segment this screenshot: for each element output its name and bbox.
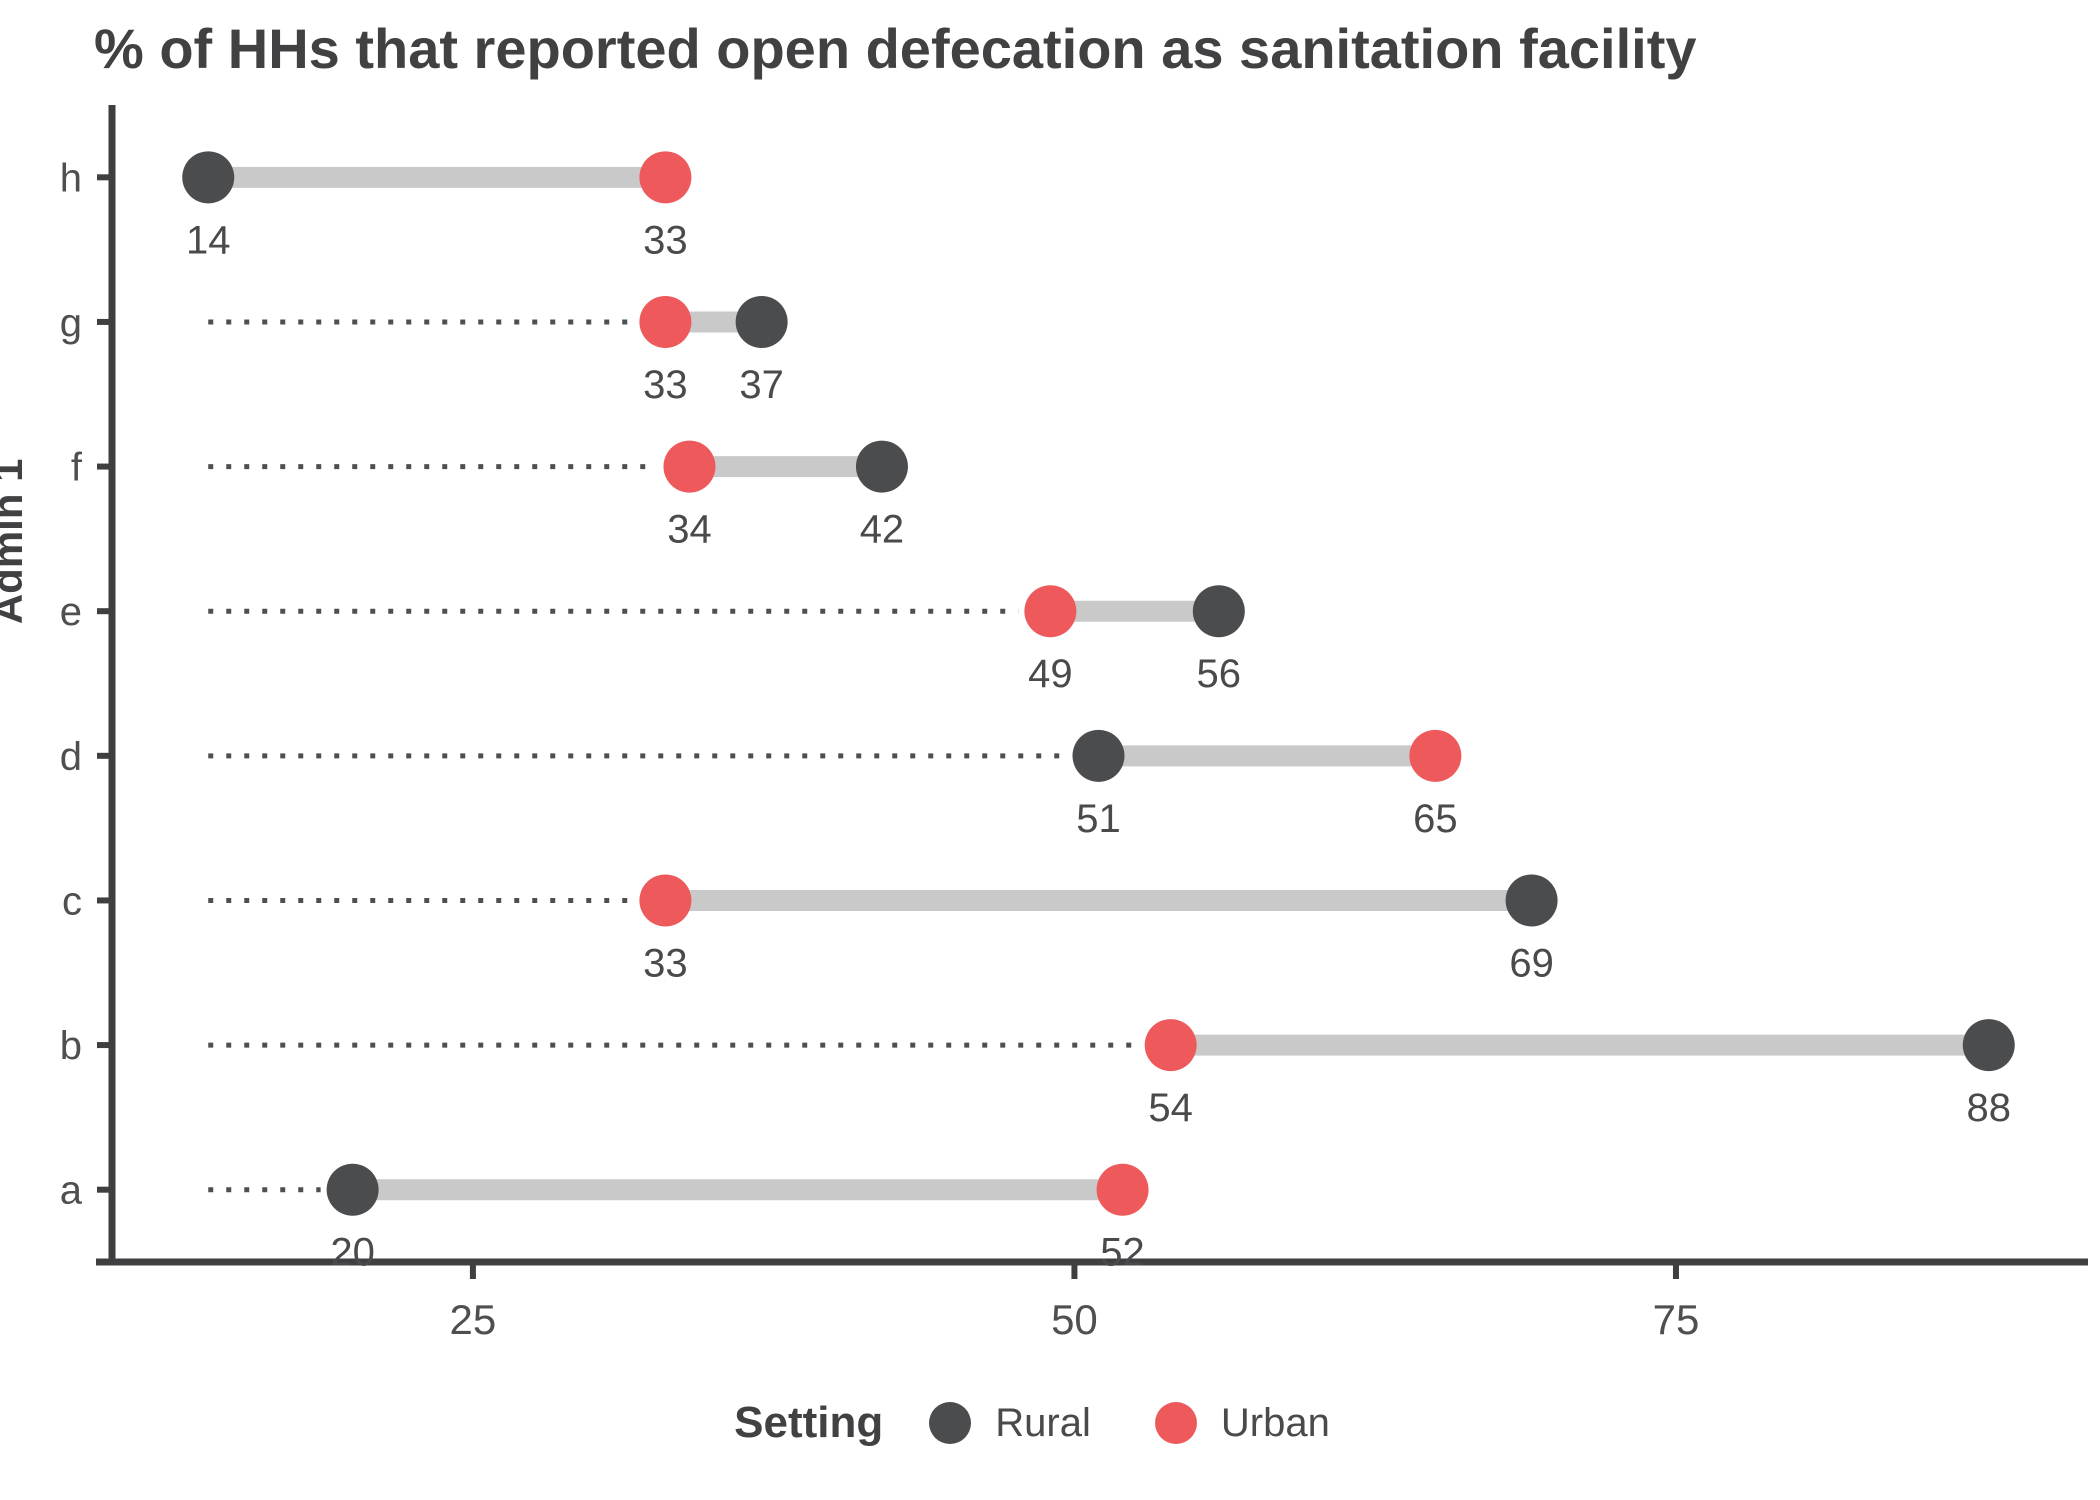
legend-item-urban: Urban — [1154, 1400, 1330, 1446]
row-label: c — [62, 879, 82, 923]
x-tick-label: 25 — [450, 1296, 497, 1343]
value-label: 37 — [739, 363, 784, 407]
row-label: a — [60, 1169, 83, 1213]
rural-dot — [855, 440, 908, 493]
value-label: 54 — [1148, 1086, 1193, 1130]
row-label: d — [60, 735, 82, 779]
rural-dot — [1072, 729, 1125, 782]
value-label: 65 — [1413, 797, 1458, 841]
value-label: 14 — [186, 218, 231, 262]
value-label: 33 — [643, 941, 688, 985]
value-label: 69 — [1509, 941, 1554, 985]
row-label: e — [60, 590, 82, 634]
value-label: 34 — [667, 508, 712, 552]
value-label: 56 — [1197, 652, 1242, 696]
x-tick-label: 50 — [1051, 1296, 1098, 1343]
legend-item-rural: Rural — [929, 1401, 1091, 1446]
legend-label-urban: Urban — [1220, 1400, 1330, 1445]
urban-dot — [1096, 1163, 1149, 1216]
x-tick-label: 75 — [1653, 1296, 1700, 1343]
rural-dot — [182, 151, 235, 204]
value-label: 42 — [860, 508, 905, 552]
row-label: b — [60, 1024, 82, 1068]
urban-swatch-icon — [1154, 1402, 1197, 1444]
legend: Setting Rural Urban — [0, 1398, 2100, 1448]
rural-dot — [326, 1163, 379, 1216]
legend-label-rural: Rural — [995, 1400, 1091, 1445]
value-label: 33 — [643, 218, 688, 262]
urban-dot — [1144, 1019, 1197, 1072]
rural-swatch-icon — [929, 1402, 972, 1444]
urban-dot — [639, 151, 692, 204]
urban-dot — [1409, 729, 1462, 782]
rural-dot — [1192, 585, 1245, 638]
urban-dot — [663, 440, 716, 493]
row-label: g — [60, 301, 82, 345]
row-label: f — [71, 446, 83, 490]
urban-dot — [1024, 585, 1077, 638]
legend-title: Setting — [734, 1398, 884, 1447]
value-label: 49 — [1028, 652, 1073, 696]
value-label: 51 — [1076, 797, 1121, 841]
chart-title: % of HHs that reported open defecation a… — [94, 17, 1697, 80]
urban-dot — [639, 295, 692, 348]
urban-dot — [639, 874, 692, 927]
rural-dot — [1962, 1019, 2015, 1072]
row-label: h — [60, 156, 82, 200]
rural-dot — [1505, 874, 1558, 927]
value-label: 52 — [1100, 1231, 1145, 1275]
rural-dot — [735, 295, 788, 348]
value-label: 20 — [330, 1231, 375, 1275]
value-label: 88 — [1967, 1086, 2012, 1130]
value-label: 33 — [643, 363, 688, 407]
